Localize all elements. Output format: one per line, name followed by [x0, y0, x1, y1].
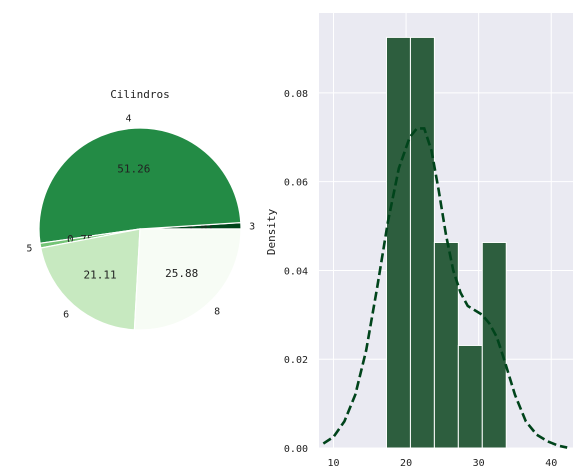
pie-value-6: 21.11 — [84, 269, 117, 282]
histogram-bar — [385, 36, 411, 449]
pie-label-6: 6 — [63, 309, 69, 320]
kde-curve — [322, 127, 568, 449]
histogram-bar — [457, 344, 483, 449]
x-tick-labels: 10 20 30 40 — [327, 458, 557, 469]
pie-label-4: 4 — [125, 114, 131, 125]
pie-slice-4 — [38, 127, 242, 244]
pie-label-8: 8 — [214, 306, 220, 317]
y-tick-label: 0.06 — [284, 178, 308, 189]
pie-slice-6 — [40, 228, 141, 331]
pie-value-8: 25.88 — [165, 267, 198, 280]
histogram-bar — [409, 36, 435, 449]
y-tick-label: 0.04 — [284, 266, 308, 277]
pie-label-5: 5 — [26, 244, 32, 255]
y-tick-label: 0.08 — [284, 89, 308, 100]
histogram-bar — [481, 241, 507, 449]
x-tick-label: 30 — [473, 458, 485, 469]
histogram-chart: 10 20 30 40 0.00 0.02 0.04 0.06 0.08 Density — [265, 13, 573, 469]
x-tick-label: 20 — [400, 458, 412, 469]
y-tick-label: 0.00 — [284, 444, 308, 455]
histogram-bar — [433, 241, 459, 449]
x-tick-label: 40 — [545, 458, 557, 469]
y-axis-label: Density — [265, 208, 278, 255]
pie-title: Cilindros — [110, 88, 170, 101]
pie-label-3: 3 — [249, 221, 255, 232]
y-tick-label: 0.02 — [284, 355, 308, 366]
pie-value-4: 51.26 — [117, 163, 150, 176]
pie-slice-8 — [133, 228, 242, 331]
y-tick-labels: 0.00 0.02 0.04 0.06 0.08 — [284, 89, 308, 455]
x-tick-label: 10 — [327, 458, 339, 469]
